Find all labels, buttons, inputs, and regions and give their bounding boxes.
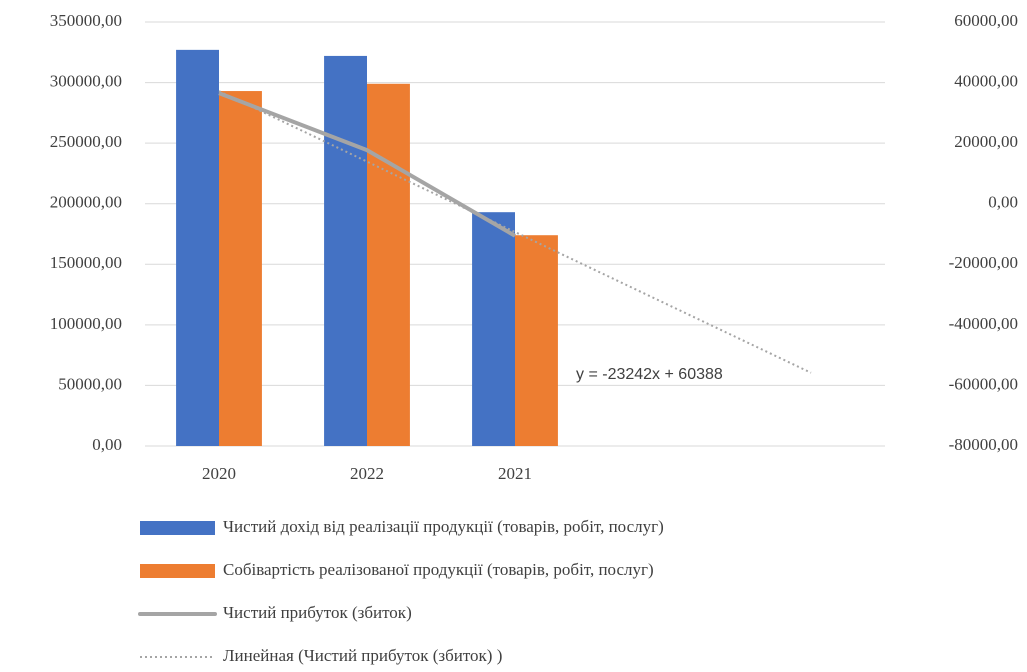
y-tick-label: 200000,00: [50, 193, 122, 212]
legend-swatch: [140, 521, 215, 535]
bar: [472, 212, 515, 446]
y-tick-label: 50000,00: [58, 374, 122, 393]
y2-tick-label: 0,00: [988, 193, 1018, 212]
x-tick-label: 2020: [202, 464, 236, 483]
legend-label: Линейная (Чистий прибуток (збиток) ): [223, 646, 502, 665]
y2-tick-label: 40000,00: [954, 71, 1018, 90]
y-tick-label: 100000,00: [50, 314, 122, 333]
y-tick-label: 350000,00: [50, 11, 122, 30]
y2-tick-label: -80000,00: [949, 435, 1018, 454]
y-tick-label: 0,00: [92, 435, 122, 454]
legend-label: Собівартість реалізованої продукції (тов…: [223, 560, 654, 579]
y2-tick-label: -20000,00: [949, 253, 1018, 272]
bar: [219, 91, 262, 447]
legend-swatch: [140, 564, 215, 578]
y-tick-label: 150000,00: [50, 253, 122, 272]
bar: [367, 83, 410, 446]
y2-tick-label: -40000,00: [949, 314, 1018, 333]
x-tick-label: 2021: [498, 464, 532, 483]
y2-tick-label: 20000,00: [954, 132, 1018, 151]
bar: [515, 235, 558, 446]
legend-label: Чистий прибуток (збиток): [223, 603, 412, 622]
trendline-equation: y = -23242x + 60388: [576, 366, 723, 383]
y-tick-label: 300000,00: [50, 71, 122, 90]
line: [218, 91, 517, 238]
trendline: [218, 90, 812, 374]
y-tick-label: 250000,00: [50, 132, 122, 151]
y2-tick-label: -60000,00: [949, 374, 1018, 393]
bar: [324, 55, 367, 447]
legend-label: Чистий дохід від реалізації продукції (т…: [223, 517, 664, 536]
y2-tick-label: 60000,00: [954, 11, 1018, 30]
x-tick-label: 2022: [350, 464, 384, 483]
bar: [176, 49, 219, 447]
